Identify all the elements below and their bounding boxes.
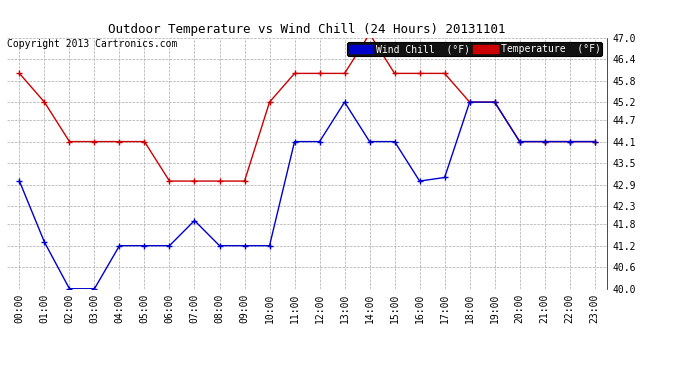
Text: Copyright 2013 Cartronics.com: Copyright 2013 Cartronics.com: [7, 39, 177, 50]
Title: Outdoor Temperature vs Wind Chill (24 Hours) 20131101: Outdoor Temperature vs Wind Chill (24 Ho…: [108, 23, 506, 36]
Legend: Wind Chill  (°F), Temperature  (°F): Wind Chill (°F), Temperature (°F): [347, 42, 602, 56]
